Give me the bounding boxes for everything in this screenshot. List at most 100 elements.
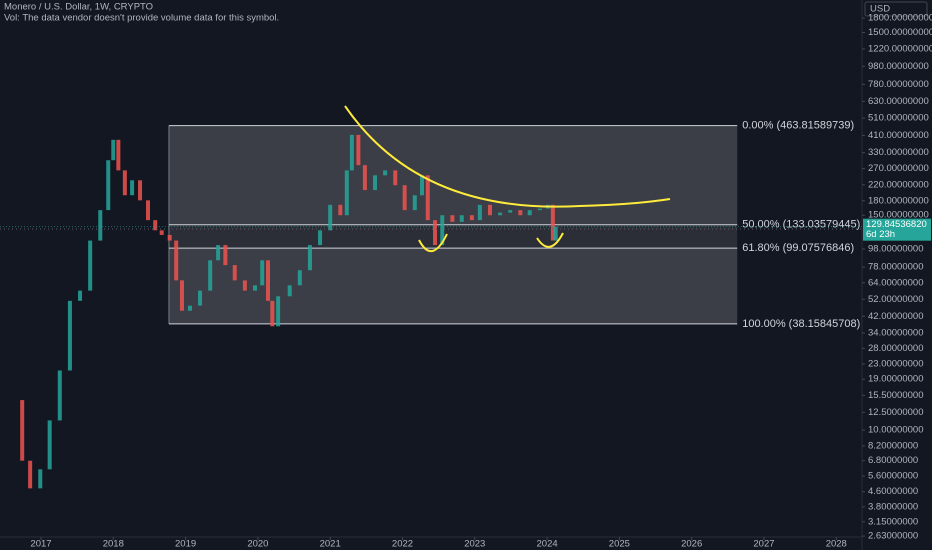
candle [487, 204, 492, 216]
fib-zone [168, 125, 738, 225]
candle [318, 230, 323, 246]
candle [38, 469, 43, 489]
candles [20, 134, 558, 489]
cup-drawing [536, 232, 564, 248]
candle [276, 296, 281, 327]
x-tick-label: 2019 [175, 539, 196, 550]
y-tick-label: 5.60000000 [868, 471, 918, 482]
candle [344, 170, 349, 216]
y-tick-label: 3.15000000 [868, 516, 918, 527]
candle [498, 212, 503, 216]
candle [260, 260, 265, 286]
candle [440, 215, 445, 246]
y-tick-label: 2.63000000 [868, 531, 918, 542]
candle [459, 215, 464, 222]
candle [469, 215, 474, 221]
candle [266, 260, 271, 301]
y-tick-label: 3.80000000 [868, 501, 918, 512]
candle [138, 180, 143, 201]
candle [153, 220, 158, 231]
candle [508, 210, 513, 213]
y-tick-label: 1220.00000000 [868, 43, 932, 54]
arc-drawing [344, 105, 671, 208]
candle [450, 215, 455, 222]
candle [338, 204, 343, 216]
candle [362, 165, 367, 191]
y-tick-label: 330.00000000 [868, 147, 929, 158]
x-tick-label: 2020 [247, 539, 268, 550]
y-tick-label: 1500.00000000 [868, 27, 932, 38]
candle [159, 230, 164, 235]
y-tick-label: 23.00000000 [868, 359, 923, 370]
y-tick-label: 12.50000000 [868, 407, 923, 418]
candle [67, 300, 72, 371]
candle [383, 170, 388, 176]
candle [252, 285, 257, 291]
candle [78, 290, 83, 301]
candle [537, 208, 542, 211]
y-tick-label: 10.00000000 [868, 425, 923, 436]
chart-title: Monero / U.S. Dollar, 1W, CRYPTO [4, 2, 153, 13]
candle [402, 185, 407, 211]
candle [88, 240, 93, 291]
y-tick-label: 510.00000000 [868, 113, 929, 124]
y-tick-label: 4.60000000 [868, 486, 918, 497]
y-tick-label: 19.00000000 [868, 374, 923, 385]
x-tick-label: 2025 [609, 539, 630, 550]
y-tick-label: 98.00000000 [868, 244, 923, 255]
candle [145, 200, 150, 221]
x-tick-label: 2021 [320, 539, 341, 550]
fib-group: 0.00% (463.81589739) 50.00% (133.03579445… [168, 120, 860, 330]
x-tick-label: 2024 [537, 539, 558, 550]
fib-label: 50.00% (133.03579445) [742, 219, 860, 231]
candle [98, 210, 103, 241]
currency[interactable]: USD [870, 4, 890, 15]
candle [349, 134, 354, 171]
y-tick-label: 42.00000000 [868, 311, 923, 322]
candle [111, 139, 116, 161]
y-tick-label: 64.00000000 [868, 277, 923, 288]
y-tick-label: 6.80000000 [868, 455, 918, 466]
candle [122, 170, 127, 196]
candle [174, 240, 179, 281]
candle [393, 170, 398, 186]
y-tick-label: 270.00000000 [868, 163, 929, 174]
last-price-box [863, 218, 931, 241]
y-tick-label: 410.00000000 [868, 130, 929, 141]
candle [223, 245, 228, 266]
x-tick-label: 2018 [103, 539, 124, 550]
subtitle: Vol: The data vendor doesn't provide vol… [4, 13, 279, 24]
y-tick-label: 980.00000000 [868, 61, 929, 72]
candle [433, 220, 438, 246]
x-tick-label: 2027 [753, 539, 774, 550]
candle [57, 370, 62, 421]
x-tick-label: 2026 [681, 539, 702, 550]
candle [130, 180, 135, 196]
candle [287, 285, 292, 297]
candle [425, 175, 430, 221]
y-tick-label: 78.00000000 [868, 262, 923, 273]
candle [106, 160, 111, 211]
fib-label: 0.00% (463.81589739) [742, 120, 854, 132]
fib-label: 100.00% (38.15845708) [742, 318, 860, 330]
y-tick-label: 780.00000000 [868, 79, 929, 90]
candle [412, 195, 417, 211]
currency-button[interactable] [864, 1, 928, 17]
candle [356, 134, 361, 166]
candle [553, 226, 558, 241]
candle [116, 139, 121, 171]
cup-drawing [418, 233, 448, 252]
countdown: 6d 23h [866, 229, 895, 240]
y-tick-label: 220.00000000 [868, 179, 929, 190]
last-price-label: 129.84536820 [866, 219, 927, 230]
x-tick-label: 2022 [392, 539, 413, 550]
candle [179, 280, 184, 311]
candle [527, 210, 532, 216]
y-tick-label: 150.00000000 [868, 210, 929, 221]
candle [28, 460, 33, 489]
candle [20, 400, 25, 461]
candle [270, 300, 275, 327]
candle [550, 204, 555, 241]
candle [47, 420, 52, 470]
x-tick-label: 2028 [826, 539, 847, 550]
